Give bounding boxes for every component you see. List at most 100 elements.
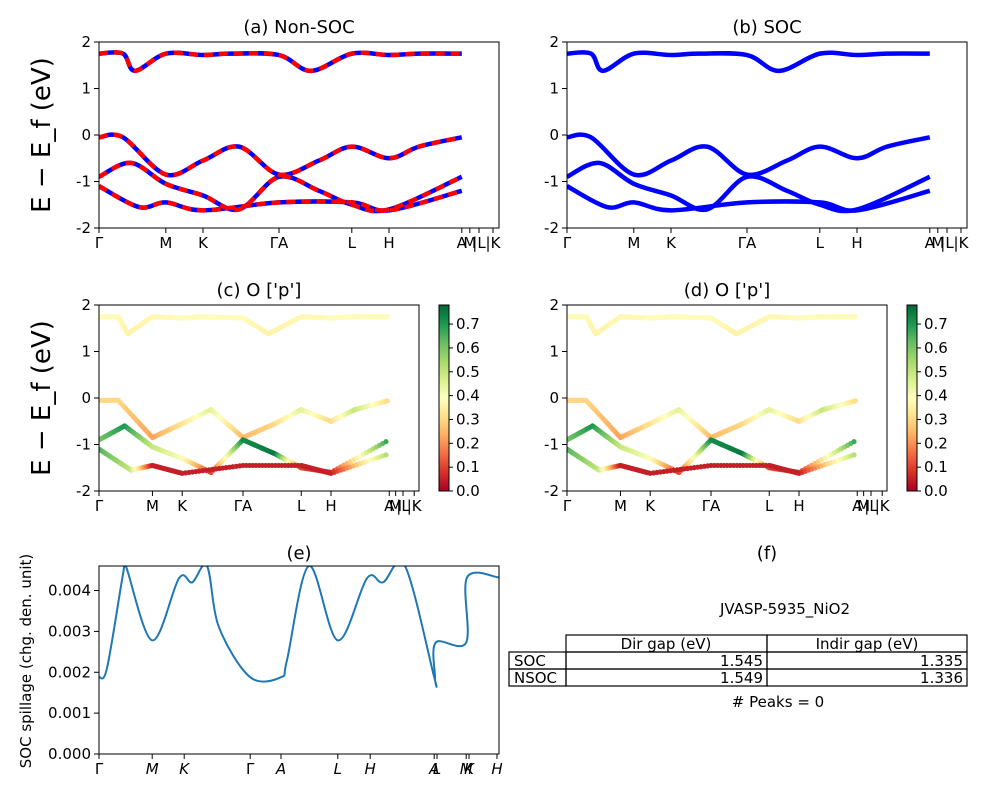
x-tick-label: M	[614, 497, 627, 515]
band-point	[851, 452, 857, 458]
x-tick-label: Γ	[563, 497, 572, 515]
panel-f-footer: # Peaks = 0	[732, 693, 824, 711]
colorbar-tick-label: 0.4	[924, 387, 948, 405]
x-tick-label: M	[463, 234, 476, 252]
x-tick-label: K	[645, 497, 656, 515]
y-tick-label: -2	[76, 482, 91, 500]
x-tick-label: A	[384, 497, 395, 515]
y-tick-label: 0.000	[48, 745, 91, 763]
y-tick-label: 0	[549, 389, 559, 407]
band-line	[567, 184, 931, 213]
x-tick-label: |K	[486, 234, 502, 252]
plot-area	[99, 314, 390, 476]
colorbar-tick-label: 0.6	[924, 339, 948, 357]
x-tick-label: ΓA	[738, 234, 757, 252]
y-tick-label: 1	[549, 80, 559, 98]
x-tick-label: |K	[954, 234, 970, 252]
band-line	[567, 50, 930, 74]
x-tick-label: H	[793, 497, 804, 515]
y-tick-label: -1	[544, 173, 559, 191]
panel-c-colorbar: 0.0 0.1 0.2 0.3 0.4 0.5 0.6 0.7	[438, 304, 480, 500]
x-tick-label: Γ	[246, 760, 255, 778]
panel-a-title: (a) Non-SOC	[243, 17, 354, 38]
colorbar-tick-label: 0.7	[924, 315, 948, 333]
table-row-nsoc-label: NSOC	[514, 669, 557, 687]
x-tick-label: K	[464, 760, 475, 778]
plot-area	[567, 50, 931, 214]
x-tick-label: K	[666, 234, 677, 252]
table-row-nsoc-dir-gap: 1.549	[720, 669, 763, 687]
y-tick-label: 1	[81, 343, 91, 361]
y-tick-label: 0.003	[48, 622, 91, 640]
x-tick-label: |K	[407, 497, 423, 515]
band-line	[99, 160, 463, 214]
band-point	[383, 439, 389, 445]
x-tick-label: A	[457, 234, 468, 252]
x-tick-label: M	[857, 497, 870, 515]
y-tick-label: 0.001	[48, 704, 91, 722]
panel-e: (e) SOC spillage (chg. den. unit) 0.000 0…	[17, 543, 503, 778]
plot-frame	[98, 565, 500, 755]
x-tick-label: L	[297, 497, 306, 515]
x-tick-label: M	[159, 234, 172, 252]
x-tick-label: M	[146, 760, 159, 778]
x-tick-label: L	[765, 497, 774, 515]
plot-area	[99, 566, 499, 688]
band-point	[384, 398, 390, 404]
colorbar-tick-label: 0.0	[924, 482, 948, 500]
colorbar-tick-label: 0.5	[924, 363, 948, 381]
y-tick-label: 2	[81, 33, 91, 51]
band-line	[567, 160, 931, 214]
x-tick-label: H	[365, 760, 376, 778]
x-tick-label: ΓA	[270, 234, 289, 252]
band-line	[99, 50, 462, 74]
band-point	[383, 452, 389, 458]
colorbar-tick-label: 0.2	[456, 434, 480, 452]
table-row-soc-dir-gap: 1.545	[720, 652, 763, 670]
x-tick-label: |L	[396, 497, 410, 515]
plot-frame	[98, 41, 500, 229]
table-header-dir-gap: Dir gap (eV)	[621, 635, 712, 653]
x-tick-label: H	[851, 234, 862, 252]
x-tick-label: H	[325, 497, 336, 515]
y-tick-label: 2	[549, 296, 559, 314]
panel-f-subtitle: JVASP-5935_NiO2	[719, 600, 850, 619]
x-tick-label: M	[627, 234, 640, 252]
colorbar-tick-label: 0.3	[924, 410, 948, 428]
panel-a-ylabel: E − E_f (eV)	[27, 57, 57, 213]
x-tick-label: H	[491, 760, 502, 778]
colorbar-tick-label: 0.2	[924, 434, 948, 452]
panel-b-title: (b) SOC	[732, 17, 801, 38]
band-point	[852, 398, 858, 404]
spillage-line	[99, 566, 499, 688]
panel-d-title: (d) O ['p']	[684, 280, 770, 301]
x-tick-label: A	[925, 234, 936, 252]
x-tick-label: K	[179, 760, 190, 778]
colorbar-tick-label: 0.7	[456, 315, 480, 333]
x-tick-label: L	[433, 760, 441, 778]
band-line	[567, 132, 931, 178]
colorbar-gradient	[906, 304, 918, 492]
x-tick-label: H	[383, 234, 394, 252]
y-tick-label: 0	[81, 389, 91, 407]
y-tick-label: 0	[549, 126, 559, 144]
x-tick-label: A	[428, 760, 439, 778]
panel-f-title: (f)	[757, 543, 777, 564]
y-tick-label: 1	[81, 80, 91, 98]
colorbar-tick-label: 0.3	[456, 410, 480, 428]
x-tick-label: K	[198, 234, 209, 252]
table-row-nsoc-indir-gap: 1.336	[920, 669, 963, 687]
x-tick-label: ΓA	[702, 497, 721, 515]
x-tick-label: M	[389, 497, 402, 515]
plot-frame	[566, 41, 968, 229]
x-tick-label: Γ	[563, 234, 572, 252]
y-tick-label: 1	[549, 343, 559, 361]
y-tick-label: -2	[544, 482, 559, 500]
x-tick-label: K	[177, 497, 188, 515]
plot-frame	[98, 304, 420, 492]
